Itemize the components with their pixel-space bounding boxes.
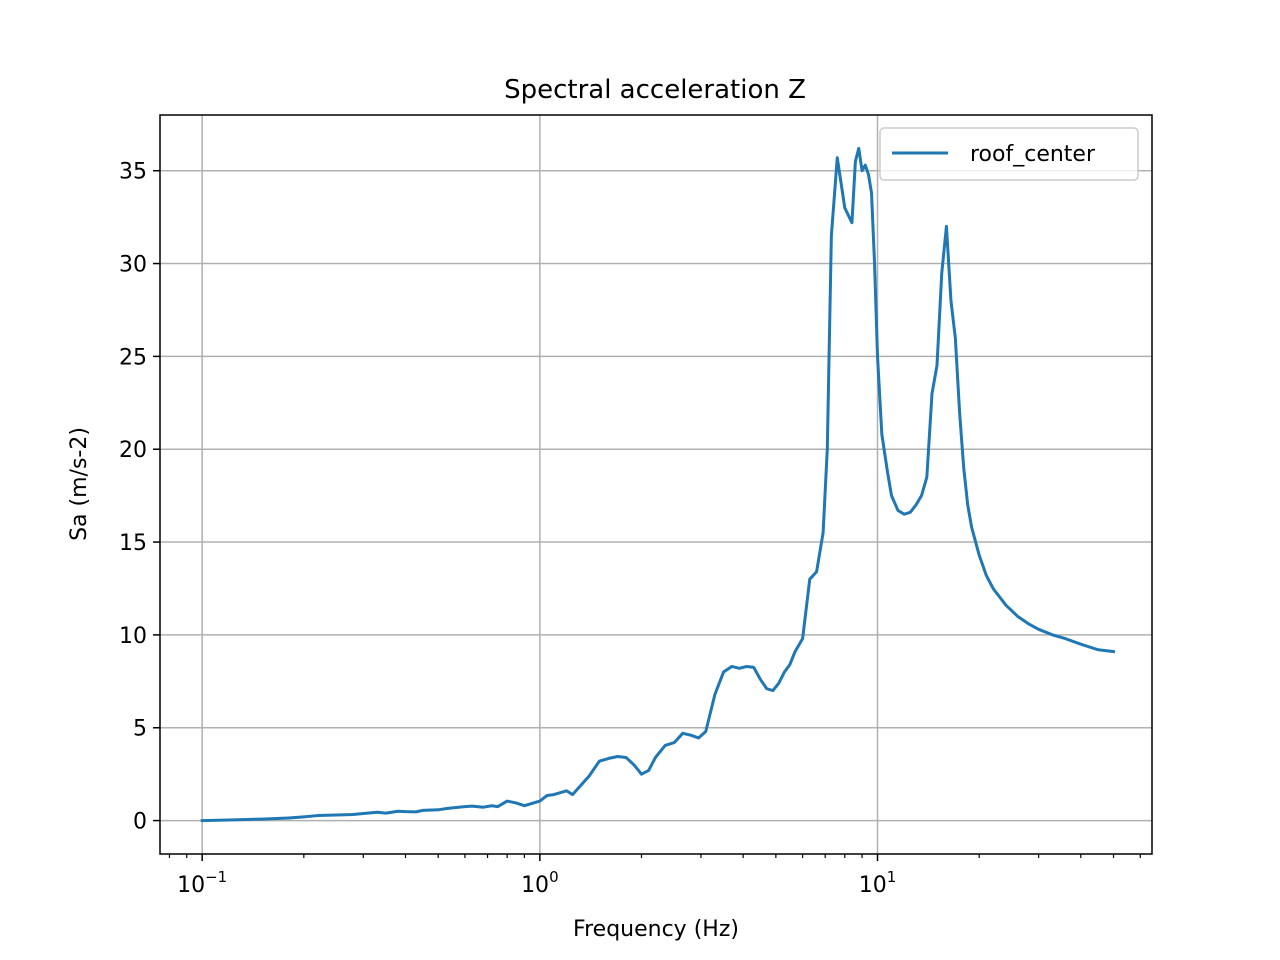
y-tick-label: 20	[119, 438, 147, 463]
y-tick-label: 5	[133, 717, 147, 742]
y-tick-label: 30	[119, 253, 147, 278]
legend: roof_center	[879, 127, 1139, 181]
y-tick-label: 35	[119, 160, 147, 185]
axis-ticks: 0 5 10 15 20 25 30 35 10−1 100 101	[119, 160, 1141, 898]
series-line-roof-center	[200, 146, 1116, 823]
x-tick-label: 10−1	[177, 868, 227, 898]
y-tick-label: 0	[133, 810, 147, 835]
legend-box	[879, 127, 1139, 181]
grid	[160, 115, 1152, 854]
x-tick-label: 101	[859, 868, 897, 898]
legend-label-roof-center: roof_center	[970, 142, 1096, 167]
y-tick-label: 10	[119, 624, 147, 649]
y-tick-label: 15	[119, 531, 147, 556]
y-tick-label: 25	[119, 345, 147, 370]
plot-area-frame	[159, 114, 1153, 855]
y-axis-label: Sa (m/s-2)	[67, 427, 92, 541]
x-axis-label: Frequency (Hz)	[573, 917, 739, 942]
series-layer	[200, 146, 1116, 823]
chart-title: Spectral acceleration Z	[504, 75, 806, 105]
x-tick-label: 100	[521, 868, 559, 898]
